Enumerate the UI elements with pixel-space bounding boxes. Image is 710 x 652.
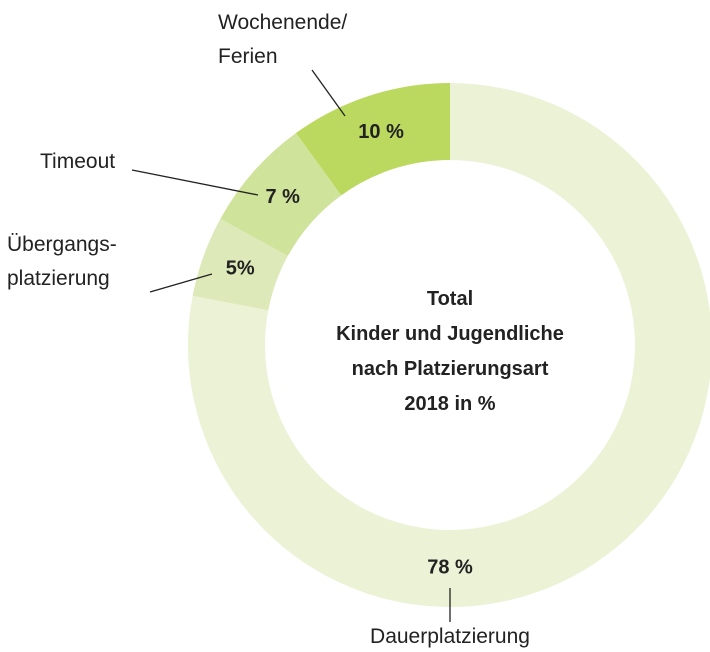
donut-segment — [296, 83, 450, 196]
category-label: Dauerplatzierung — [370, 625, 530, 648]
chart-title: Total Kinder und Jugendliche nach Platzi… — [336, 288, 564, 415]
value-label: 78 % — [427, 556, 473, 578]
value-label: 10 % — [358, 121, 404, 143]
leader-line — [311, 69, 346, 117]
donut-segment — [188, 83, 710, 607]
leader-line — [131, 169, 259, 196]
value-label: 5% — [226, 258, 255, 280]
category-label: Timeout — [40, 150, 116, 173]
category-label: Übergangs- platzierung — [7, 233, 117, 290]
donut-segment — [192, 218, 288, 311]
value-label: 7 % — [265, 186, 300, 208]
category-label: Wochenende/ Ferien — [218, 11, 348, 68]
leader-line — [149, 273, 213, 293]
donut-segment — [220, 133, 342, 256]
